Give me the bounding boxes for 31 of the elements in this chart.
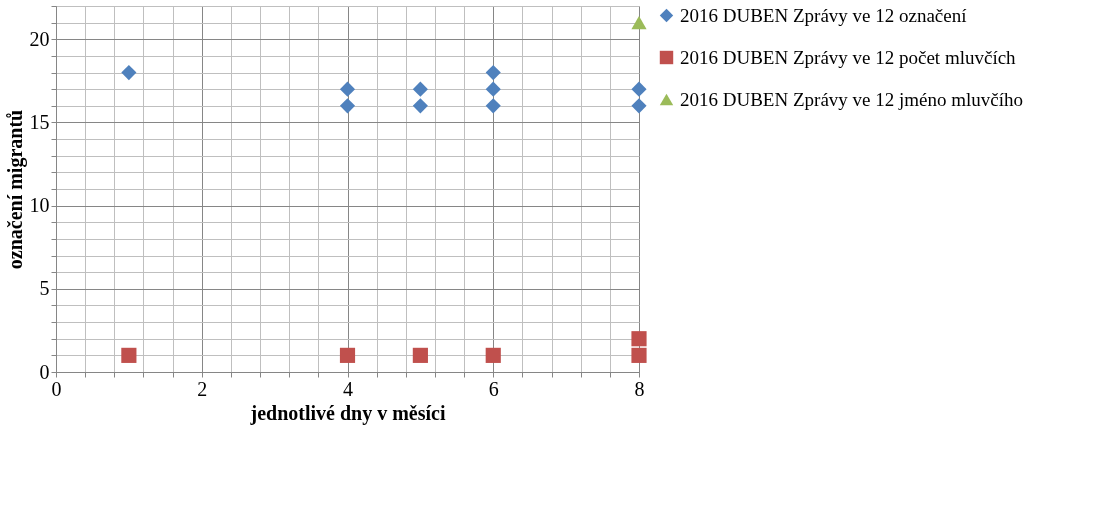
point (485, 347, 501, 363)
y-tick-label: 20 (29, 27, 50, 50)
point (412, 81, 428, 97)
x-tick-label: 6 (488, 377, 499, 400)
y-tick-label: 5 (39, 277, 50, 300)
point (631, 331, 647, 347)
legend-label: 2016 DUBEN Zprávy ve 12 jméno mluvčího (680, 88, 1024, 110)
y-axis-title: označení migrantů (3, 109, 27, 270)
point (485, 64, 501, 81)
legend-label: 2016 DUBEN Zprávy ve 12 počet mluvčích (680, 46, 1017, 68)
legend-label: 2016 DUBEN Zprávy ve 12 označení (680, 4, 968, 26)
point (631, 16, 647, 30)
point (631, 81, 647, 97)
x-tick-label: 4 (343, 377, 353, 400)
point (339, 98, 356, 114)
point (412, 347, 428, 363)
x-tick-label: 2 (197, 377, 208, 400)
x-axis-title: jednotlivé dny v měsíci (249, 401, 446, 425)
point (121, 347, 137, 363)
y-tick-label: 15 (29, 110, 50, 133)
point (485, 81, 501, 97)
point (339, 81, 356, 97)
y-tick-label: 0 (39, 360, 50, 383)
point (631, 98, 647, 114)
point (339, 347, 356, 363)
point (631, 347, 647, 363)
y-tick-label: 10 (29, 194, 50, 217)
point (485, 98, 501, 114)
point (121, 64, 137, 81)
x-tick-label: 8 (634, 377, 645, 400)
point (412, 98, 428, 114)
